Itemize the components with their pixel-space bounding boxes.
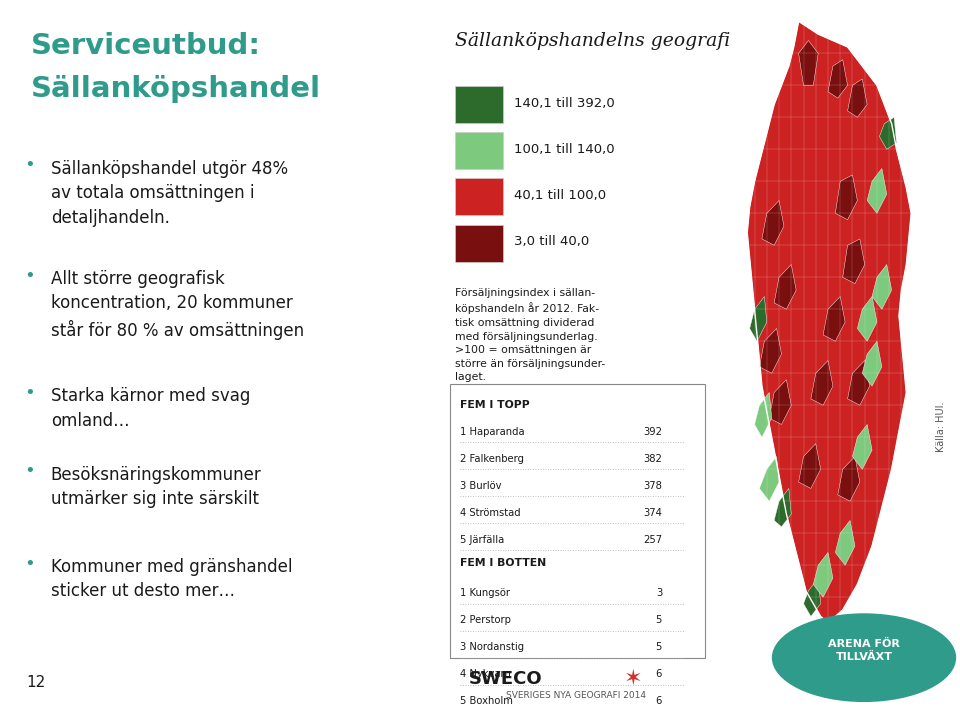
Circle shape <box>772 614 956 702</box>
Text: 392: 392 <box>643 427 662 437</box>
Text: SWECO: SWECO <box>468 670 542 688</box>
Text: 378: 378 <box>643 481 662 491</box>
Text: 2 Falkenberg: 2 Falkenberg <box>461 454 524 464</box>
Text: 1 Haparanda: 1 Haparanda <box>461 427 525 437</box>
Polygon shape <box>848 360 870 405</box>
Text: Källa: HUI.: Källa: HUI. <box>936 401 946 452</box>
Polygon shape <box>804 578 821 616</box>
Text: 6: 6 <box>656 669 662 679</box>
Polygon shape <box>774 264 796 309</box>
Text: 6: 6 <box>656 696 662 706</box>
Text: 12: 12 <box>27 675 46 690</box>
Text: SVERIGES NYA GEOGRAFI 2014: SVERIGES NYA GEOGRAFI 2014 <box>506 691 646 700</box>
Text: FEM I BOTTEN: FEM I BOTTEN <box>461 558 546 568</box>
Polygon shape <box>774 488 791 527</box>
Text: 40,1 till 100,0: 40,1 till 100,0 <box>515 189 607 202</box>
Text: •: • <box>24 462 35 480</box>
Polygon shape <box>811 360 833 405</box>
Text: •: • <box>24 156 35 174</box>
Polygon shape <box>835 520 855 565</box>
Text: 5: 5 <box>656 642 662 652</box>
Text: 5 Boxholm: 5 Boxholm <box>461 696 514 706</box>
Text: Sällanköpshandelns geografi: Sällanköpshandelns geografi <box>455 32 731 50</box>
Text: 100,1 till 140,0: 100,1 till 140,0 <box>515 143 614 156</box>
Polygon shape <box>843 239 865 284</box>
Polygon shape <box>755 392 772 437</box>
FancyBboxPatch shape <box>449 384 705 658</box>
Text: FEM I TOPP: FEM I TOPP <box>461 400 530 410</box>
Text: •: • <box>24 384 35 402</box>
Text: 374: 374 <box>643 508 662 518</box>
Polygon shape <box>867 169 887 213</box>
Text: 2 Perstorp: 2 Perstorp <box>461 615 512 625</box>
Text: ARENA FÖR
TILLVÄXT: ARENA FÖR TILLVÄXT <box>828 639 900 661</box>
FancyBboxPatch shape <box>455 225 503 262</box>
Text: •: • <box>24 267 35 284</box>
Text: Besöksnäringskommuner
utmärker sig inte särskilt: Besöksnäringskommuner utmärker sig inte … <box>51 466 261 508</box>
Text: 4 Nykvarn: 4 Nykvarn <box>461 669 512 679</box>
Text: 3: 3 <box>656 588 662 598</box>
Text: 257: 257 <box>643 535 662 545</box>
Polygon shape <box>857 296 877 341</box>
Text: 1 Kungsör: 1 Kungsör <box>461 588 511 598</box>
Text: 5: 5 <box>656 615 662 625</box>
Polygon shape <box>838 456 860 501</box>
Polygon shape <box>759 328 781 373</box>
Polygon shape <box>799 444 821 488</box>
Text: Försäljningsindex i sällan-
köpshandeln år 2012. Fak-
tisk omsättning dividerad
: Försäljningsindex i sällan- köpshandeln … <box>455 288 606 383</box>
Text: Allt större geografisk
koncentration, 20 kommuner
står för 80 % av omsättningen: Allt större geografisk koncentration, 20… <box>51 270 304 340</box>
Text: 382: 382 <box>643 454 662 464</box>
Text: •: • <box>24 555 35 572</box>
Polygon shape <box>813 552 833 597</box>
Text: 5 Järfälla: 5 Järfälla <box>461 535 505 545</box>
Text: Serviceutbud:: Serviceutbud: <box>31 32 261 60</box>
Text: Kommuner med gränshandel
sticker ut desto mer…: Kommuner med gränshandel sticker ut dest… <box>51 558 292 600</box>
Polygon shape <box>750 296 767 341</box>
Text: 3,0 till 40,0: 3,0 till 40,0 <box>515 235 589 248</box>
Polygon shape <box>835 175 857 220</box>
Text: 3 Nordanstig: 3 Nordanstig <box>461 642 524 652</box>
Text: 140,1 till 392,0: 140,1 till 392,0 <box>515 97 615 109</box>
Polygon shape <box>762 201 784 245</box>
FancyBboxPatch shape <box>455 132 503 169</box>
Polygon shape <box>828 60 848 98</box>
Polygon shape <box>747 21 911 623</box>
Polygon shape <box>769 380 791 424</box>
Text: ✶: ✶ <box>624 669 643 689</box>
Polygon shape <box>799 41 818 85</box>
FancyBboxPatch shape <box>455 86 503 123</box>
Polygon shape <box>879 117 897 149</box>
Polygon shape <box>862 341 882 386</box>
Polygon shape <box>852 424 872 469</box>
Polygon shape <box>872 264 892 309</box>
Polygon shape <box>848 79 867 117</box>
Text: 4 Strömstad: 4 Strömstad <box>461 508 521 518</box>
FancyBboxPatch shape <box>455 178 503 215</box>
Text: 3 Burlöv: 3 Burlöv <box>461 481 502 491</box>
Text: Starka kärnor med svag
omland…: Starka kärnor med svag omland… <box>51 387 251 429</box>
Polygon shape <box>759 456 780 501</box>
Text: Sällanköpshandel utgör 48%
av totala omsättningen i
detaljhandeln.: Sällanköpshandel utgör 48% av totala oms… <box>51 160 288 227</box>
Polygon shape <box>823 296 845 341</box>
Text: Sällanköpshandel: Sällanköpshandel <box>31 75 321 102</box>
